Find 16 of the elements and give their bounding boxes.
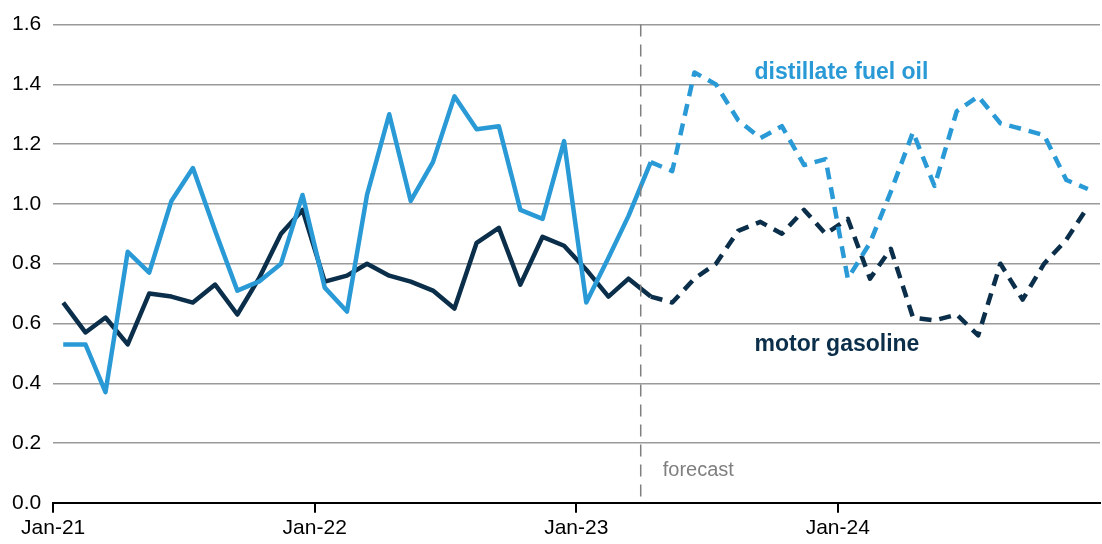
x-tick-label: Jan-21: [21, 515, 86, 539]
y-tick-label: 0.2: [11, 429, 42, 453]
y-tick-label: 1.4: [11, 71, 42, 95]
y-tick-label: 0.8: [11, 250, 42, 274]
x-tick-label: Jan-24: [805, 515, 871, 539]
y-tick-label: 1.6: [11, 11, 42, 35]
ref-line-label: forecast: [662, 458, 735, 481]
y-tick-label: 0.4: [11, 370, 42, 394]
series-label: motor gasoline: [754, 330, 920, 357]
y-tick-label: 1.0: [11, 190, 42, 214]
y-tick-label: 0.0: [11, 489, 42, 513]
y-tick-label: 0.6: [11, 310, 42, 334]
x-tick-label: Jan-22: [282, 515, 347, 539]
x-tick-label: Jan-23: [544, 515, 609, 539]
y-tick-label: 1.2: [11, 130, 42, 154]
series-label: distillate fuel oil: [754, 57, 929, 84]
